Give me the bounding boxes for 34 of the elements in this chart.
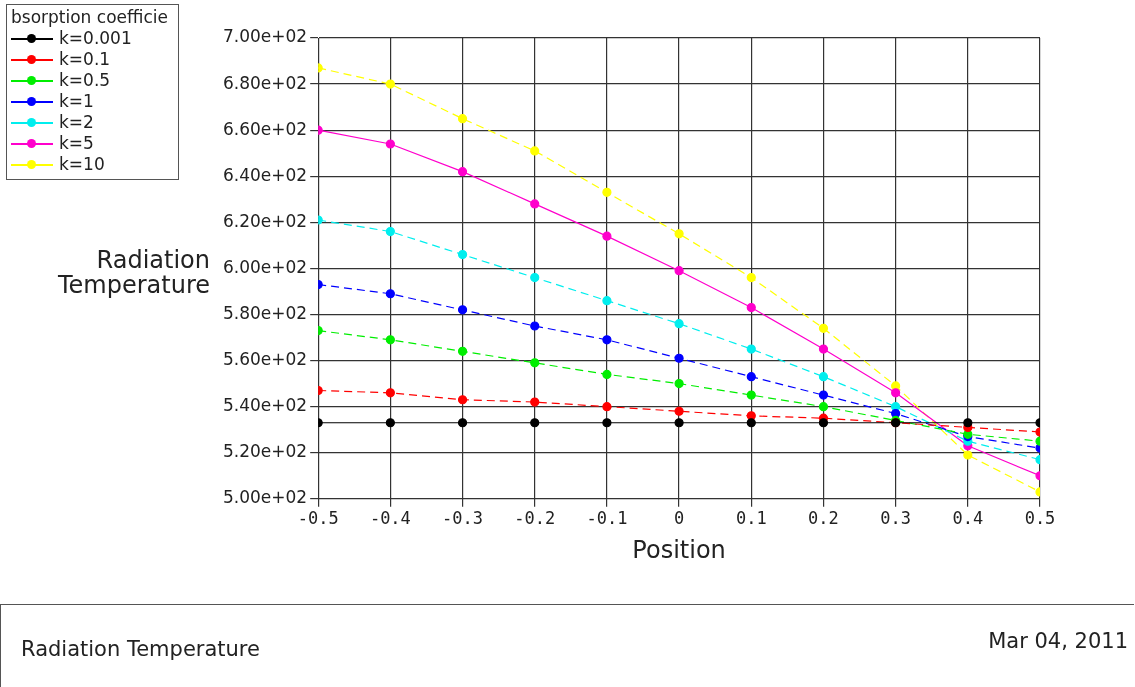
y-tick-label: 5.00e+02 <box>223 487 308 508</box>
x-tick-label: -0.1 <box>586 508 628 529</box>
x-tick-label: 0.3 <box>880 508 911 529</box>
y-tick-label: 6.60e+02 <box>223 118 308 139</box>
x-axis-title: Position <box>632 535 726 564</box>
y-tick-label: 6.00e+02 <box>223 256 308 277</box>
text: Mar 04, 2011 <box>988 629 1128 653</box>
legend-label: k=2 <box>59 112 94 133</box>
y-tick-label: 5.40e+02 <box>223 395 308 416</box>
x-tick-label: -0.3 <box>442 508 484 529</box>
x-tick-label: -0.5 <box>297 508 339 529</box>
y-tick-label: 5.80e+02 <box>223 302 308 323</box>
y-tick-label: 7.00e+02 <box>223 26 308 47</box>
legend-label: k=0.1 <box>59 49 111 70</box>
legend-label: k=1 <box>59 91 94 112</box>
y-axis-title: Radiation Temperature <box>57 246 210 299</box>
text: Radiation Temperature <box>21 637 260 661</box>
y-tick-label: 5.60e+02 <box>223 348 308 369</box>
x-tick-label: 0.5 <box>1024 508 1056 529</box>
x-tick-label: -0.2 <box>514 508 556 529</box>
legend-label: k=5 <box>59 133 94 154</box>
legend-label: k=10 <box>59 154 105 175</box>
x-tick-label: 0.1 <box>735 508 767 529</box>
x-tick-label: -0.4 <box>369 508 411 529</box>
y-tick-label: 6.40e+02 <box>223 164 308 185</box>
y-tick-label: 6.20e+02 <box>223 210 308 231</box>
legend-label: k=0.001 <box>59 28 132 49</box>
x-tick-label: 0 <box>673 508 685 529</box>
x-tick-label: 0.4 <box>952 508 984 529</box>
x-tick-label: 0.2 <box>808 508 839 529</box>
legend-label: k=0.5 <box>59 70 111 91</box>
y-tick-label: 6.80e+02 <box>223 72 308 93</box>
y-tick-label: 5.20e+02 <box>223 441 308 462</box>
legend-title: bsorption coefficie <box>11 7 168 28</box>
